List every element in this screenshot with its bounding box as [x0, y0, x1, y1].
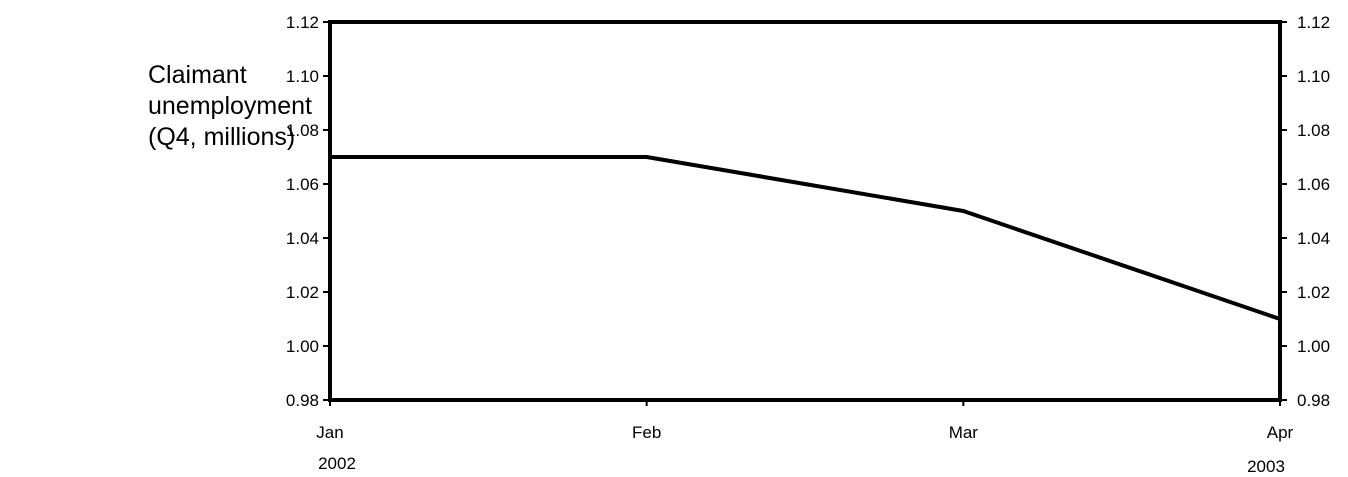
- y-tick-label-left: 1.08: [286, 121, 319, 140]
- y-tick-label-right: 1.00: [1297, 337, 1330, 356]
- y-axis-title-line-1: Claimant: [148, 61, 247, 89]
- y-axis-right: 0.98 1.00 1.02 1.04 1.06 1.08 1.10 1.12: [1280, 13, 1330, 410]
- data-point: [644, 155, 649, 159]
- y-tick-label-left: 1.00: [286, 337, 319, 356]
- y-tick-label-left: 0.98: [286, 391, 319, 410]
- y-tick-label-left: 1.02: [286, 283, 319, 302]
- plot-frame: [328, 20, 1282, 402]
- y-tick-label-right: 0.98: [1297, 391, 1330, 410]
- y-tick-label-right: 1.04: [1297, 229, 1330, 248]
- data-point: [961, 209, 966, 213]
- y-tick-label-right: 1.10: [1297, 67, 1330, 86]
- y-tick-label-left: 1.12: [286, 13, 319, 32]
- y-tick-label-right: 1.02: [1297, 283, 1330, 302]
- y-axis-title-line-2: unemployment: [148, 92, 312, 120]
- x-tick-label: Feb: [632, 423, 661, 442]
- x-tick-label: Jan: [316, 423, 343, 442]
- y-tick-label-left: 1.10: [286, 67, 319, 86]
- x-axis: Jan Feb Mar Apr 2002 2003: [316, 400, 1294, 476]
- x-year-label-start: 2002: [318, 454, 356, 473]
- y-tick-label-right: 1.08: [1297, 121, 1330, 140]
- data-point: [1278, 317, 1282, 321]
- y-axis-title: Claimant unemployment (Q4, millions): [148, 60, 312, 153]
- y-axis-left: 0.98 1.00 1.02 1.04 1.06 1.08 1.10 1.12: [286, 13, 330, 410]
- y-tick-label-left: 1.06: [286, 175, 319, 194]
- y-tick-label-right: 1.06: [1297, 175, 1330, 194]
- series-line: [330, 155, 1281, 321]
- x-tick-label: Apr: [1267, 423, 1294, 442]
- y-tick-label-left: 1.04: [286, 229, 319, 248]
- y-tick-label-right: 1.12: [1297, 13, 1330, 32]
- data-point: [328, 155, 332, 159]
- y-axis-title-line-3: (Q4, millions): [148, 123, 296, 151]
- series-points: [328, 155, 1282, 321]
- x-year-label-end: 2003: [1247, 457, 1285, 476]
- x-tick-label: Mar: [949, 423, 979, 442]
